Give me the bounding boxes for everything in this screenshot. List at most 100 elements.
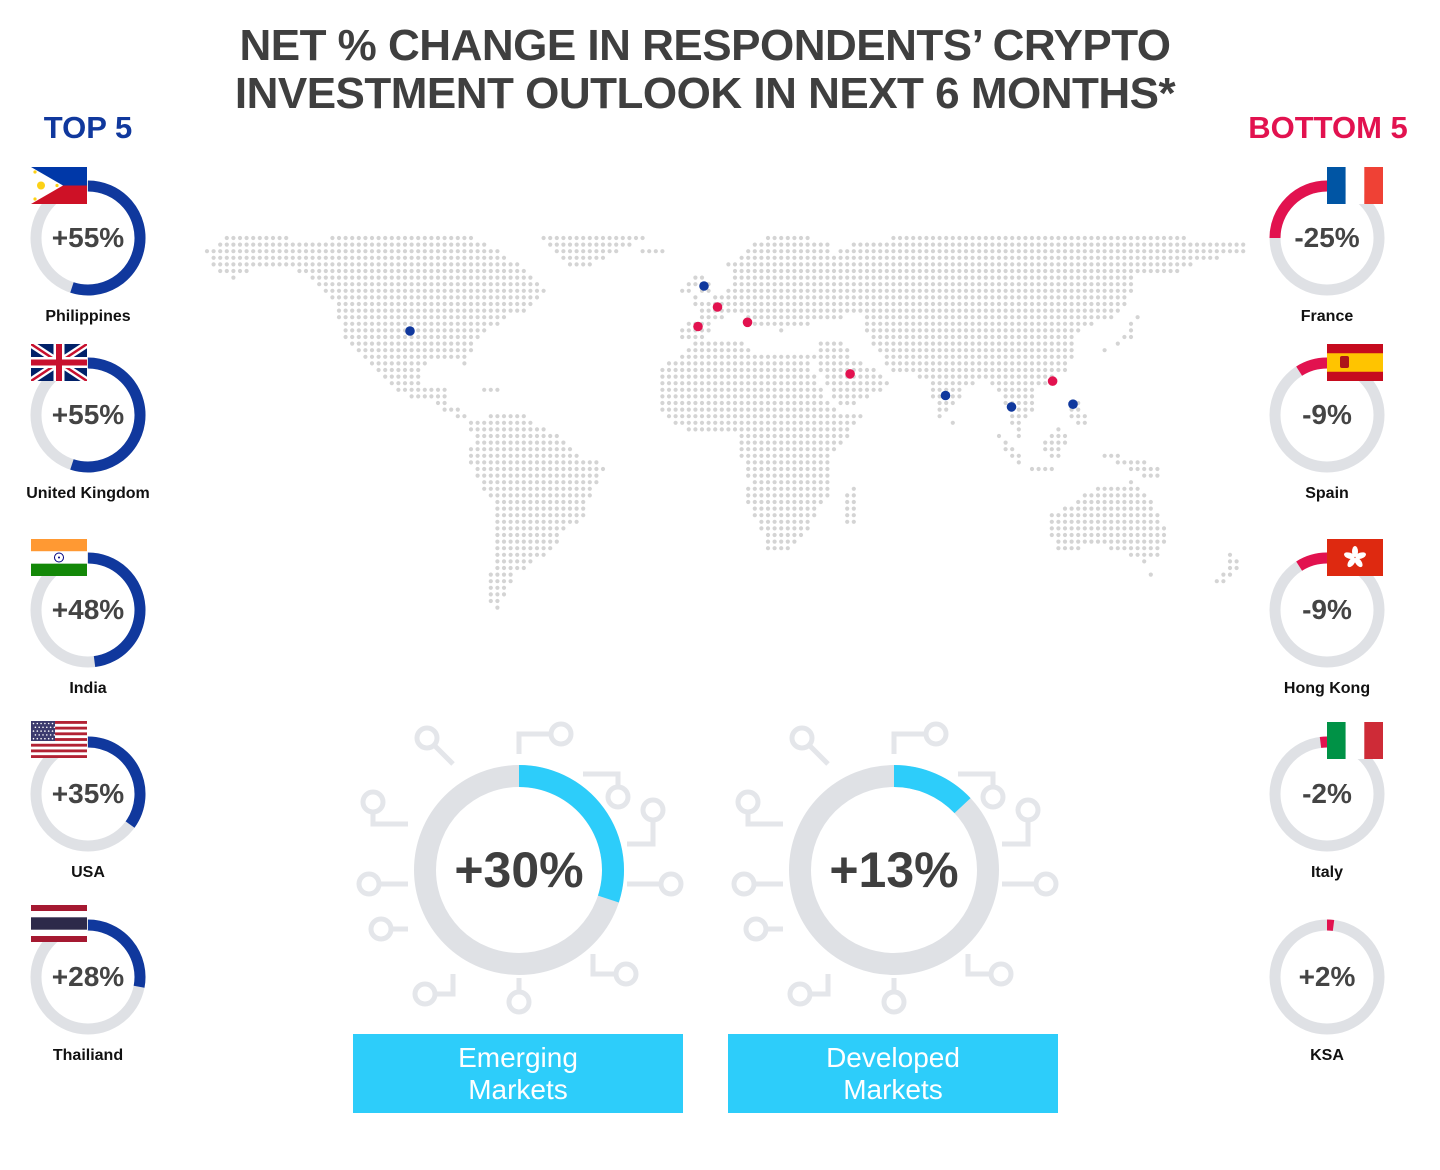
map-dot bbox=[818, 387, 823, 392]
map-dot bbox=[409, 282, 414, 287]
map-dot bbox=[1029, 249, 1035, 254]
map-dot bbox=[1109, 242, 1114, 247]
map-dot bbox=[805, 295, 810, 300]
map-dot bbox=[1023, 249, 1028, 254]
map-dot bbox=[528, 499, 533, 505]
map-dot bbox=[1029, 301, 1035, 307]
circuit-decoration bbox=[731, 721, 1059, 1015]
map-dot bbox=[330, 288, 335, 293]
circuit-node bbox=[613, 961, 639, 987]
map-dot bbox=[812, 275, 817, 280]
map-dot bbox=[1115, 506, 1120, 511]
map-dot bbox=[1128, 519, 1134, 524]
map-dot bbox=[270, 262, 276, 267]
map-dot bbox=[772, 486, 777, 491]
map-dot bbox=[653, 249, 658, 254]
map-dot bbox=[838, 315, 843, 320]
map-dot bbox=[825, 262, 830, 267]
map-dot bbox=[798, 526, 804, 531]
map-dot bbox=[884, 301, 889, 307]
map-dot bbox=[1142, 519, 1147, 524]
map-dot bbox=[977, 242, 982, 247]
map-dot bbox=[534, 539, 540, 544]
map-dot bbox=[488, 486, 493, 491]
map-dot bbox=[1102, 308, 1107, 313]
map-dot bbox=[798, 486, 804, 491]
map-dot bbox=[343, 288, 348, 293]
map-dot bbox=[508, 486, 513, 491]
map-dot bbox=[330, 255, 335, 260]
map-dot bbox=[343, 255, 348, 260]
map-dot bbox=[495, 295, 500, 300]
map-dot bbox=[534, 519, 540, 524]
map-dot bbox=[1082, 420, 1087, 425]
map-dot bbox=[1142, 255, 1147, 260]
map-dot bbox=[1043, 242, 1048, 247]
map-dot bbox=[1056, 282, 1061, 287]
map-dot bbox=[937, 387, 942, 392]
map-dot bbox=[937, 367, 942, 373]
map-dot bbox=[732, 420, 738, 425]
map-dot bbox=[911, 288, 916, 293]
map-dot bbox=[376, 354, 381, 359]
map-dot bbox=[495, 433, 500, 439]
map-dot bbox=[468, 295, 474, 300]
map-dot bbox=[752, 255, 757, 260]
map-dot bbox=[627, 235, 632, 241]
map-dot bbox=[930, 387, 936, 392]
map-dot bbox=[917, 295, 922, 300]
map-dot bbox=[1056, 301, 1061, 307]
map-dot bbox=[1142, 262, 1147, 267]
map-dot bbox=[1122, 539, 1127, 544]
map-dot bbox=[772, 447, 777, 452]
map-dot bbox=[488, 592, 493, 597]
map-dot bbox=[878, 262, 883, 267]
map-dot bbox=[1122, 275, 1127, 280]
map-dot bbox=[963, 381, 969, 386]
map-dot bbox=[501, 499, 507, 505]
map-dot bbox=[785, 381, 790, 386]
map-dot bbox=[765, 506, 771, 511]
map-dot bbox=[996, 334, 1002, 340]
map-dot bbox=[785, 447, 790, 452]
map-dot bbox=[713, 427, 718, 432]
map-dot bbox=[1010, 288, 1015, 293]
map-dot bbox=[917, 275, 922, 280]
map-dot bbox=[765, 275, 771, 280]
map-dot bbox=[475, 460, 480, 465]
map-dot bbox=[1043, 275, 1048, 280]
map-dot bbox=[1109, 499, 1114, 505]
map-dot bbox=[884, 361, 889, 366]
map-dot bbox=[1128, 539, 1134, 544]
map-dot bbox=[462, 242, 467, 247]
map-dot bbox=[1161, 532, 1167, 538]
map-dot bbox=[944, 341, 949, 346]
emerging-markets-label: Emerging Markets bbox=[353, 1034, 683, 1113]
map-dot bbox=[950, 282, 955, 287]
map-dot bbox=[416, 242, 421, 247]
map-dot bbox=[409, 262, 414, 267]
map-dot bbox=[838, 341, 843, 346]
map-dot bbox=[515, 414, 520, 419]
map-dot bbox=[772, 420, 777, 425]
map-dot bbox=[746, 308, 751, 313]
map-dot bbox=[541, 288, 546, 293]
map-dot bbox=[792, 433, 797, 439]
map-dot bbox=[515, 440, 520, 445]
map-dot bbox=[442, 321, 447, 326]
map-dot bbox=[488, 453, 493, 458]
map-dot bbox=[818, 460, 823, 465]
map-dot bbox=[482, 480, 487, 485]
map-dot bbox=[1010, 414, 1015, 419]
map-dot bbox=[831, 315, 837, 320]
map-dot bbox=[607, 235, 612, 241]
map-dot bbox=[746, 414, 751, 419]
map-dot bbox=[1142, 493, 1147, 498]
map-dot bbox=[1023, 288, 1028, 293]
map-dot bbox=[501, 453, 507, 458]
map-dot bbox=[924, 334, 929, 340]
map-dot bbox=[1056, 249, 1061, 254]
map-dot bbox=[897, 255, 903, 260]
map-dot bbox=[574, 242, 579, 247]
map-dot bbox=[1049, 275, 1054, 280]
